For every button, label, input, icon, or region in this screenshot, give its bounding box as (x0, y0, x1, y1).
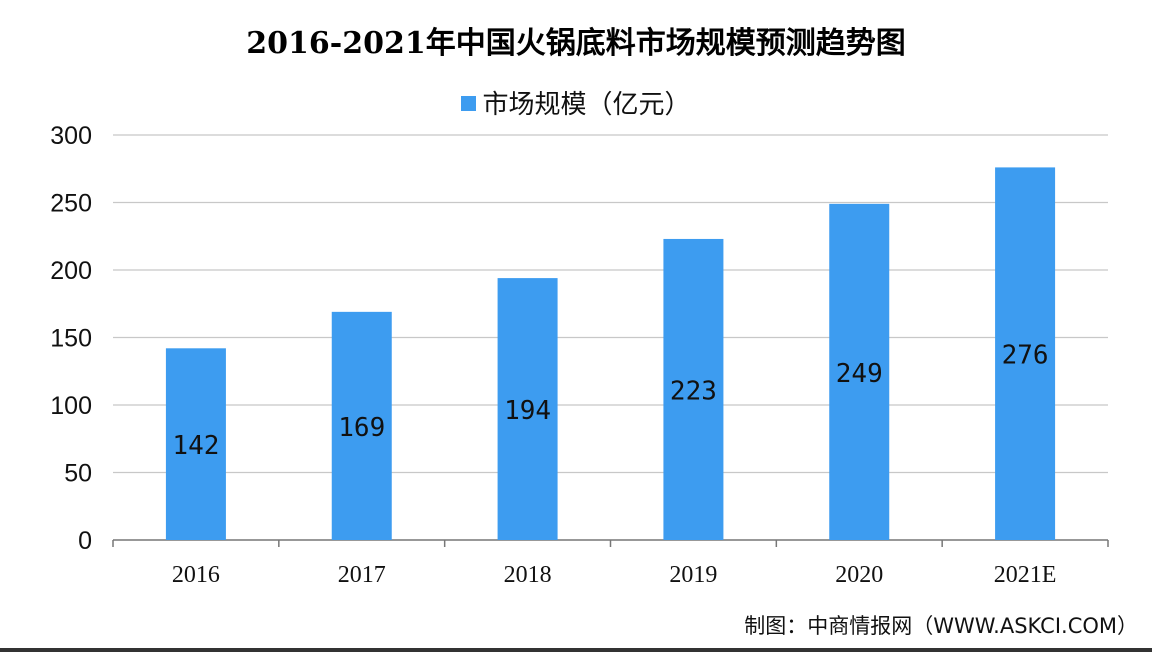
chart-title: 2016-2021年中国火锅底料市场规模预测趋势图 (246, 26, 906, 61)
data-label: 249 (836, 359, 883, 389)
y-tick-label: 50 (64, 460, 92, 488)
y-tick-label: 0 (78, 527, 92, 555)
data-label: 276 (1002, 341, 1049, 371)
y-tick-label: 300 (50, 122, 92, 150)
bar (663, 238, 724, 540)
x-tick-label: 2020 (835, 562, 883, 588)
data-label: 169 (338, 413, 385, 443)
bar (995, 167, 1056, 540)
x-tick-label: 2018 (504, 562, 552, 588)
x-tick-label: 2016 (172, 562, 220, 588)
source-note: 制图：中商情报网（WWW.ASKCI.COM） (744, 614, 1138, 638)
bottom-border (0, 648, 1152, 652)
x-tick-label: 2017 (338, 562, 386, 588)
bar (497, 278, 558, 540)
data-label: 194 (504, 396, 551, 426)
y-tick-label: 100 (50, 392, 92, 420)
x-tick-label: 2021E (994, 562, 1057, 588)
data-label: 223 (670, 376, 717, 406)
bar (331, 311, 392, 540)
legend: 市场规模（亿元） (0, 84, 1152, 121)
legend-label: 市场规模（亿元） (482, 90, 691, 120)
data-label: 142 (172, 431, 219, 461)
y-tick-label: 250 (50, 190, 92, 218)
bar (829, 203, 890, 540)
y-tick-label: 200 (50, 257, 92, 285)
legend-swatch (461, 96, 477, 111)
bar (165, 348, 226, 540)
y-tick-label: 150 (50, 325, 92, 353)
x-tick-label: 2019 (669, 562, 717, 588)
